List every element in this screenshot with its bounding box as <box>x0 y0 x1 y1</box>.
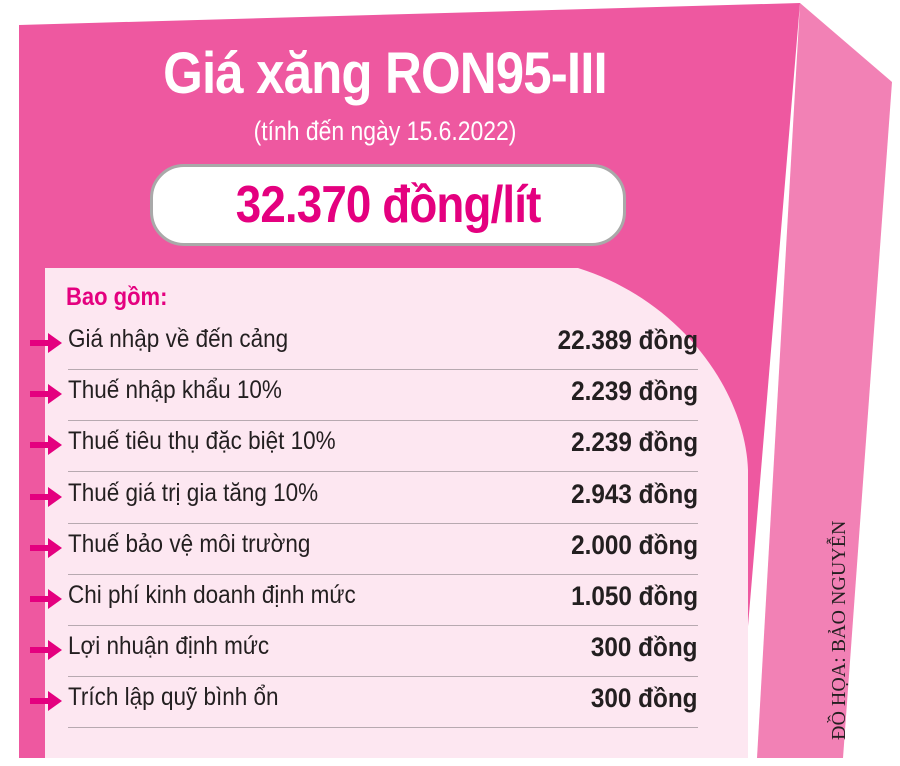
row-divider <box>68 522 698 524</box>
list-item: Giá nhập về đến cảng 22.389 đồng <box>30 319 698 370</box>
list-item: Trích lập quỹ bình ổn 300 đồng <box>30 677 698 729</box>
arrow-right-icon <box>30 691 62 712</box>
item-label: Thuế nhập khẩu 10% <box>68 376 282 405</box>
item-value: 1.050 đồng <box>571 581 698 611</box>
arrow-right-icon <box>30 486 62 507</box>
list-item: Lợi nhuận định mức 300 đồng <box>30 626 698 678</box>
row-divider <box>68 625 698 626</box>
item-value: 2.239 đồng <box>571 376 698 407</box>
arrow-right-icon <box>30 640 62 661</box>
item-label: Thuế giá trị gia tăng 10% <box>68 478 319 507</box>
row-divider <box>68 369 698 370</box>
arrow-right-icon <box>30 333 62 353</box>
list-item: Chi phí kinh doanh định mức 1.050 đồng <box>30 575 698 626</box>
row-divider <box>68 471 698 473</box>
list-item: Thuế tiêu thụ đặc biệt 10% 2.239 đồng <box>30 421 698 473</box>
item-label: Giá nhập về đến cảng <box>68 325 289 353</box>
row-divider <box>68 676 698 678</box>
row-divider <box>68 727 698 729</box>
row-divider <box>68 573 698 575</box>
list-item: Thuế bảo vệ môi trường 2.000 đồng <box>30 524 698 575</box>
item-label: Thuế bảo vệ môi trường <box>68 529 311 558</box>
row-divider <box>68 420 698 422</box>
item-label: Thuế tiêu thụ đặc biệt 10% <box>68 427 336 456</box>
price-value: 32.370 đồng/lít <box>235 176 542 234</box>
item-value: 2.943 đồng <box>571 478 698 509</box>
item-value: 300 đồng <box>591 632 698 663</box>
box-side-face <box>757 3 892 758</box>
arrow-right-icon <box>30 589 62 609</box>
page-title: Giá xăng RON95-III <box>163 41 608 106</box>
item-value: 2.000 đồng <box>571 529 698 560</box>
item-label: Trích lập quỹ bình ổn <box>68 683 279 712</box>
arrow-right-icon <box>30 384 62 405</box>
graphics-credit: ĐỒ HỌA: BẢO NGUYỄN <box>828 520 850 740</box>
breakdown-heading: Bao gồm: <box>66 283 168 311</box>
item-label: Lợi nhuận định mức <box>68 632 270 661</box>
item-label: Chi phí kinh doanh định mức <box>68 581 356 609</box>
date-subtitle: (tính đến ngày 15.6.2022) <box>253 116 517 146</box>
content-panel <box>45 268 748 758</box>
item-value: 300 đồng <box>591 683 698 714</box>
arrow-right-icon <box>30 435 62 456</box>
price-badge: 32.370 đồng/lít <box>150 164 626 246</box>
list-item: Thuế giá trị gia tăng 10% 2.943 đồng <box>30 473 698 524</box>
item-value: 22.389 đồng <box>557 325 698 355</box>
item-value: 2.239 đồng <box>571 427 698 458</box>
list-item: Thuế nhập khẩu 10% 2.239 đồng <box>30 370 698 422</box>
arrow-right-icon <box>30 537 62 558</box>
